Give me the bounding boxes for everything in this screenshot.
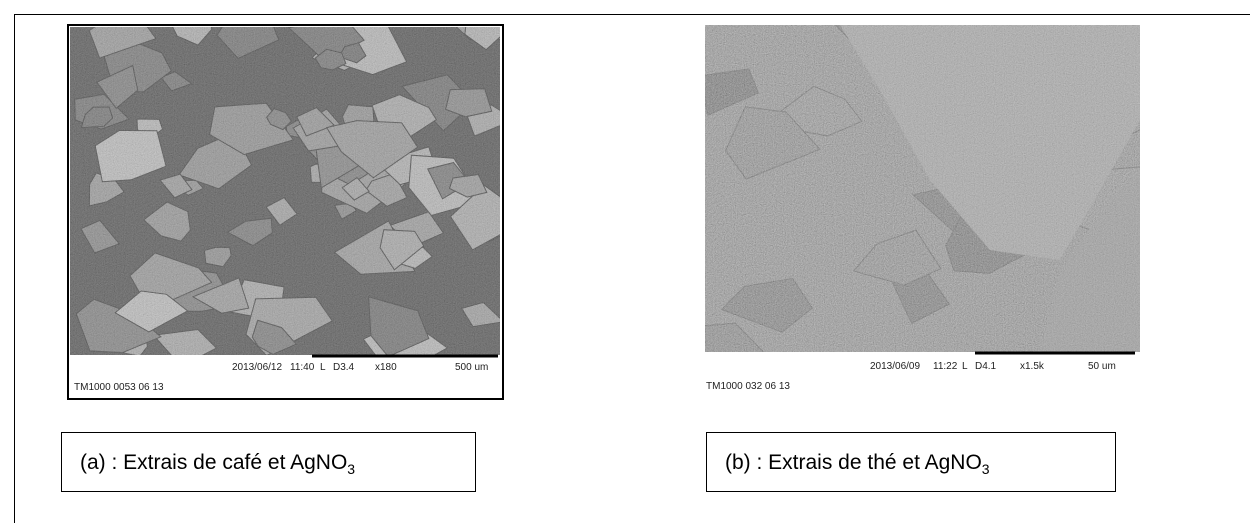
time: 11:40 (290, 362, 315, 373)
sem-texture-b (663, 0, 1173, 373)
time: 11:22 (933, 361, 958, 372)
file-id: TM1000 0053 06 13 (74, 382, 164, 393)
caption-subscript: 3 (982, 461, 990, 477)
date: 2013/06/09 (870, 361, 920, 372)
mode: L (320, 362, 326, 373)
caption-text: (b) : Extrais de thé et AgNO (725, 451, 982, 474)
detector: D4.1 (975, 361, 997, 372)
scale: 500 um (455, 362, 488, 373)
caption-b: (b) : Extrais de thé et AgNO3 (706, 432, 1116, 492)
sem-texture-a (70, 4, 530, 379)
date: 2013/06/12 (232, 362, 282, 373)
noise (705, 25, 1140, 352)
mode: L (962, 361, 968, 372)
magnification: x180 (375, 362, 397, 373)
magnification: x1.5k (1020, 361, 1045, 372)
page: 2013/06/12 11:40 L D3.4 x180 500 um TM10… (0, 0, 1250, 522)
detector: D3.4 (333, 362, 355, 373)
caption-a: (a) : Extrais de café et AgNO3 (61, 432, 476, 492)
caption-subscript: 3 (347, 461, 355, 477)
caption-text: (a) : Extrais de café et AgNO (80, 451, 347, 474)
noise (70, 27, 500, 355)
file-id: TM1000 032 06 13 (706, 381, 790, 392)
scale: 50 um (1088, 361, 1116, 372)
images: 2013/06/12 11:40 L D3.4 x180 500 um TM10… (0, 0, 1250, 420)
